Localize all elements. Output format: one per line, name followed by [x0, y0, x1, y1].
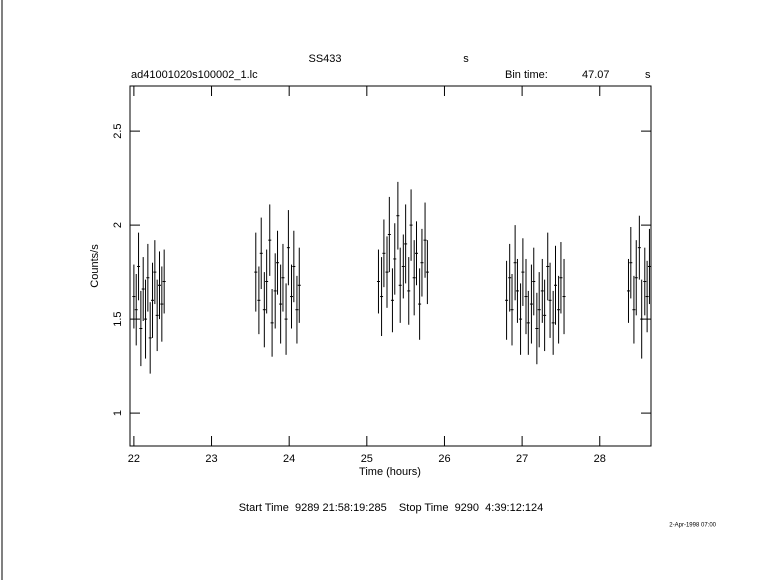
- y-tick-label: 2.5: [112, 123, 124, 138]
- chart-title: SS433: [308, 53, 341, 65]
- x-tick-label: 25: [361, 453, 373, 465]
- y-tick-label: 2: [112, 222, 124, 228]
- x-tick-label: 28: [594, 453, 606, 465]
- x-tick-label: 23: [205, 453, 217, 465]
- x-tick-label: 22: [128, 453, 140, 465]
- bin-time-unit: s: [645, 69, 651, 81]
- x-tick-label: 26: [438, 453, 450, 465]
- y-tick-label: 1.5: [112, 311, 124, 326]
- file-name: ad41001020s100002_1.lc: [131, 69, 258, 81]
- date-stamp: 2-Apr-1998 07:00: [669, 523, 716, 529]
- title-unit: s: [463, 53, 469, 65]
- x-axis-label: Time (hours): [359, 466, 421, 478]
- x-tick-label: 24: [283, 453, 295, 465]
- x-tick-label: 27: [516, 453, 528, 465]
- bin-time-label: Bin time:: [505, 69, 548, 81]
- bin-time: 47.07: [582, 69, 610, 81]
- footer: Start Time 9289 21:58:19:285 Stop Time 9…: [239, 502, 544, 514]
- plot-frame: [129, 85, 652, 447]
- y-axis-label: Counts/s: [89, 244, 101, 288]
- y-tick-label: 1: [112, 410, 124, 416]
